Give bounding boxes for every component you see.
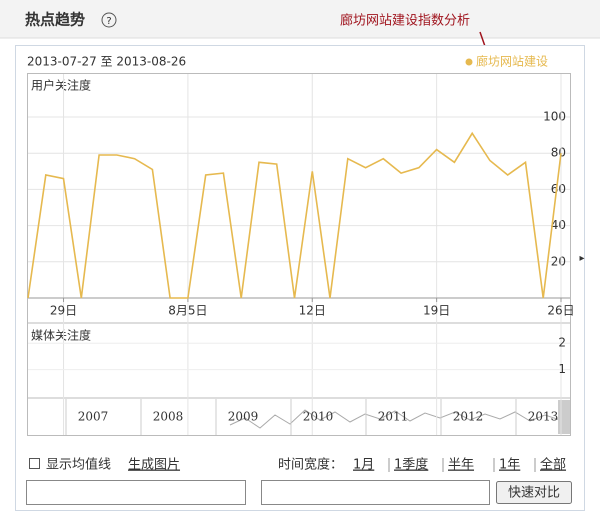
timeline-sparkline [229,409,561,429]
range-option[interactable]: 1季度 [394,457,428,473]
media-y-tick-label: 2 [558,336,566,350]
x-tick-label: 12日 [299,304,326,318]
range-option[interactable]: 1月 [353,458,374,473]
make-image[interactable]: 生成图片 [128,458,180,473]
legend-label[interactable]: 廊坊网站建设 [476,54,548,69]
timeline-handle[interactable] [558,400,570,434]
range-option[interactable]: 半年 [448,458,474,473]
timeline-year: 2012 [453,410,484,424]
compare-input[interactable] [261,480,490,505]
mean-line-label[interactable]: 显示均值线 [46,457,111,473]
x-tick-label: 8月5日 [168,304,207,318]
y-tick-label: 80 [551,146,566,160]
checkbox[interactable] [29,458,40,469]
help-icon[interactable] [101,12,117,28]
series-line [27,131,562,299]
timeline-year: 2009 [228,410,259,424]
panel [15,45,585,511]
y-tick-label: 60 [551,182,566,196]
x-tick-label: 19日 [423,304,450,318]
y-tick-label: 40 [551,218,566,232]
timeline-year: 2013 [528,410,559,424]
timeline-year: 2007 [78,410,109,424]
timeline-year: 2010 [303,410,334,424]
date-range: 2013-07-27 至 2013-08-26 [27,55,186,69]
timeline-year: 2011 [378,410,409,424]
range-option[interactable]: 1年 [499,458,520,473]
chart-subtitle: 用户关注度 [31,78,91,93]
compare-button-text[interactable]: 快速对比 [508,486,560,501]
timeline-year: 2008 [153,410,184,424]
x-tick-label: 26日 [547,304,574,318]
y-tick-label: 20 [551,254,566,268]
annotation: 廊坊网站建设指数分析 [340,13,470,29]
scroll-arrow[interactable]: ▸ [579,253,584,264]
media-title: 媒体关注度 [31,328,91,343]
legend-swatch [465,58,473,66]
width-label: 时间宽度： [278,457,343,473]
header-bar [0,0,600,38]
search-input[interactable] [26,480,246,505]
help-text[interactable]: ? [106,16,111,27]
chart-box [27,73,571,436]
range-option[interactable]: 全部 [540,457,566,473]
x-tick-label: 29日 [50,304,77,318]
media-y-tick-label: 1 [558,362,566,376]
y-tick-label: 100 [543,110,566,124]
compare-button[interactable] [496,481,572,504]
header-title: 热点趋势 [25,11,85,29]
